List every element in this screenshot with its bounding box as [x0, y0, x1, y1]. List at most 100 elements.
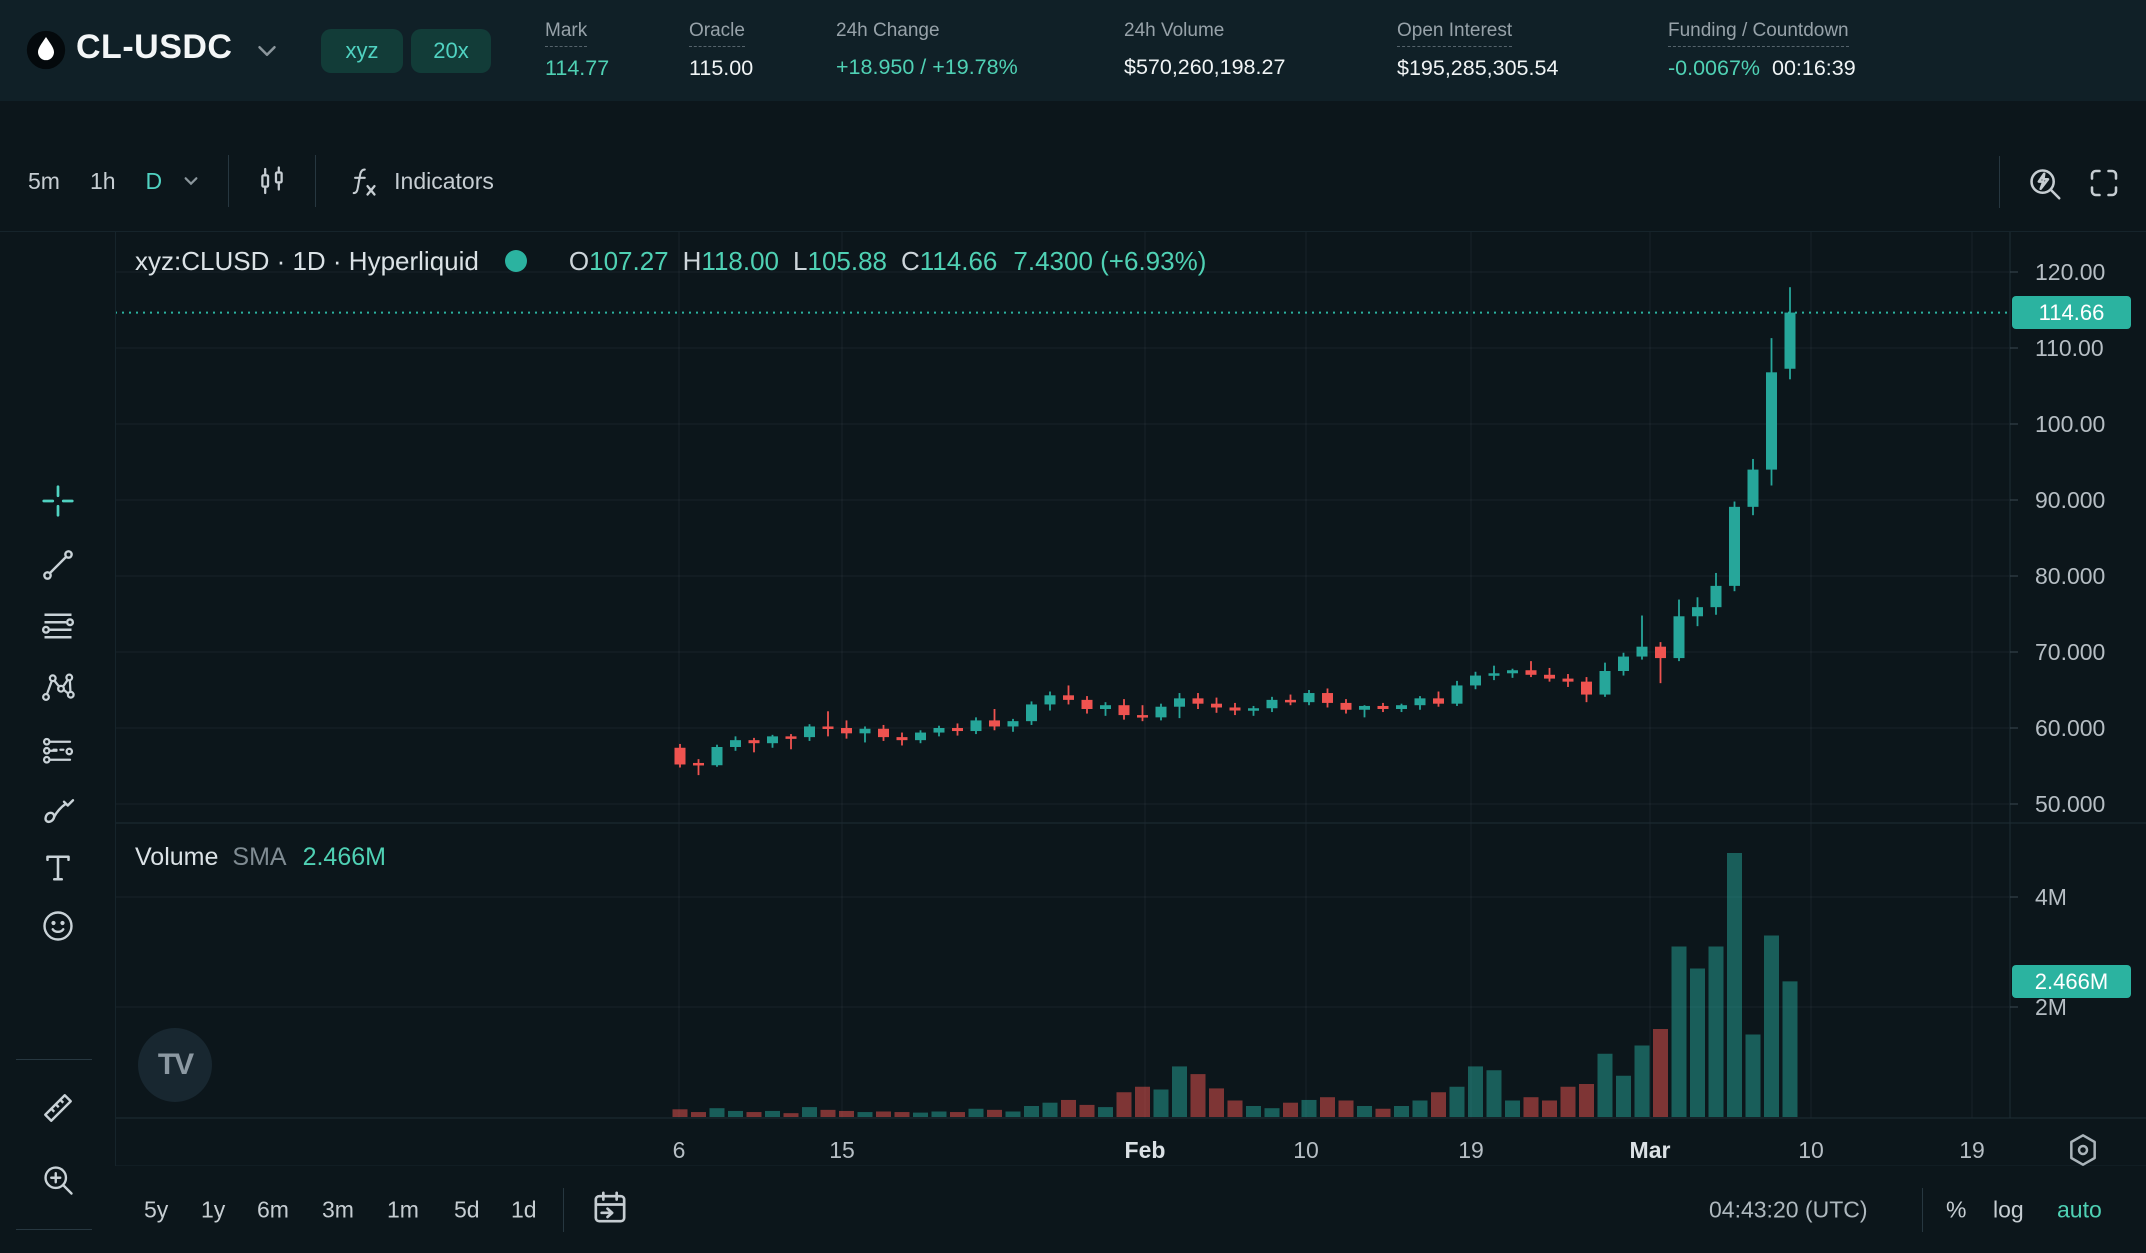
volume-legend[interactable]: Volume SMA 2.466M — [135, 843, 386, 872]
symbol-title[interactable]: xyz:CLUSD · 1D · Hyperliquid — [135, 246, 479, 276]
price-axis-label[interactable]: 80.000 — [2035, 563, 2105, 589]
volume-bar — [1671, 946, 1687, 1117]
crosshair-icon[interactable] — [40, 483, 76, 519]
candle-body — [1026, 704, 1037, 722]
candle-body — [1655, 646, 1666, 659]
candle-body — [1303, 693, 1315, 703]
leverage-badge[interactable]: 20x — [411, 29, 491, 73]
candle-body — [1192, 698, 1204, 704]
drawing-toolbar: ‹ — [0, 232, 116, 1253]
tradingview-logo[interactable]: TV — [138, 1028, 212, 1102]
stat-label[interactable]: Funding / Countdown — [1668, 20, 1849, 47]
toolbar-divider — [228, 155, 230, 207]
volume-title: Volume — [135, 843, 219, 871]
candle-body — [1784, 312, 1796, 369]
price-axis-label[interactable]: 50.000 — [2035, 791, 2105, 817]
settings-hexagon-icon[interactable] — [2063, 1130, 2103, 1170]
go-to-date-icon[interactable] — [590, 1187, 630, 1233]
bottom-divider — [1922, 1187, 1923, 1232]
candle-body — [1174, 698, 1185, 707]
candle-body — [1322, 693, 1333, 703]
sma-label: SMA — [232, 843, 287, 871]
price-axis-label[interactable]: 100.00 — [2035, 411, 2105, 437]
fx-indicators-icon[interactable] — [342, 164, 382, 198]
candle-body — [970, 720, 982, 732]
candle-body — [1044, 695, 1056, 705]
chevron-down-icon[interactable] — [252, 36, 282, 66]
stat-label[interactable]: Open Interest — [1397, 20, 1513, 47]
candle-body — [989, 720, 1000, 727]
volume-axis-label[interactable]: 4M — [2035, 884, 2067, 910]
range-1d[interactable]: 1d — [511, 1196, 537, 1222]
volume-bar — [1246, 1106, 1261, 1117]
app-header: CL-USDC xyz 20x Mark 114.77 Oracle 115.0… — [0, 0, 2146, 102]
brush-icon[interactable] — [40, 792, 76, 828]
time-axis-label[interactable]: 19 — [1458, 1137, 1484, 1163]
range-3m[interactable]: 3m — [322, 1196, 354, 1222]
candlestick-icon[interactable] — [255, 164, 289, 198]
trendline-icon[interactable] — [40, 547, 76, 583]
candle-body — [1359, 705, 1370, 710]
volume-axis-label[interactable]: 2M — [2035, 994, 2067, 1020]
candle-body — [1692, 607, 1703, 617]
fullscreen-icon[interactable] — [2086, 165, 2120, 199]
time-axis-label[interactable]: 6 — [673, 1137, 686, 1163]
time-axis-label[interactable]: Feb — [1125, 1137, 1166, 1163]
ruler-icon[interactable] — [40, 1090, 76, 1126]
range-5y[interactable]: 5y — [144, 1196, 169, 1222]
flash-search-icon[interactable] — [2026, 165, 2061, 200]
time-axis-label[interactable]: 10 — [1293, 1137, 1319, 1163]
timeframe-1h[interactable]: 1h — [89, 167, 116, 194]
ohlc-value: 107.27 — [589, 246, 669, 276]
projection-icon[interactable] — [40, 732, 76, 768]
time-axis-label[interactable]: 10 — [1798, 1137, 1824, 1163]
candle-body — [1710, 585, 1722, 608]
stat-label[interactable]: Mark — [545, 20, 588, 47]
candle-body — [804, 726, 815, 738]
ohlc-key: O — [568, 246, 590, 276]
chart-legend[interactable]: xyz:CLUSD · 1D · Hyperliquid O107.27 H118.… — [135, 246, 1206, 277]
candle-body — [767, 736, 778, 744]
emoji-icon[interactable] — [40, 908, 76, 944]
auto-scale-button[interactable]: auto — [2057, 1196, 2102, 1222]
clock[interactable]: 04:43:20 (UTC) — [1709, 1196, 1868, 1222]
dex-badge[interactable]: xyz — [321, 29, 403, 73]
fib-retracement-icon[interactable] — [40, 608, 76, 644]
price-axis-label[interactable]: 70.000 — [2035, 639, 2105, 665]
timeframe-chevron-down-icon[interactable] — [180, 164, 202, 198]
range-6m[interactable]: 6m — [257, 1196, 289, 1222]
timeframe-5m[interactable]: 5m — [28, 167, 60, 194]
candle-body — [952, 728, 963, 732]
price-axis-label[interactable]: 90.000 — [2035, 487, 2105, 513]
text-tool-icon[interactable] — [40, 850, 76, 886]
pair-title[interactable]: CL-USDC — [76, 28, 233, 66]
timeframe-1d[interactable]: D — [145, 167, 163, 194]
volume-bar — [876, 1111, 891, 1117]
price-axis-label[interactable]: 60.000 — [2035, 715, 2105, 741]
range-1y[interactable]: 1y — [201, 1196, 226, 1222]
volume-bar — [1616, 1075, 1631, 1117]
xabcd-pattern-icon[interactable] — [40, 670, 76, 706]
indicators-button[interactable]: Indicators — [394, 167, 494, 194]
price-axis-label[interactable]: 110.00 — [2035, 335, 2104, 361]
time-axis-label[interactable]: Mar — [1630, 1137, 1671, 1163]
droplet-logo — [26, 30, 66, 70]
range-1m[interactable]: 1m — [387, 1196, 419, 1222]
log-scale-button[interactable]: log — [1993, 1196, 2024, 1222]
candle-body — [1377, 705, 1389, 709]
candle-body — [1507, 670, 1518, 674]
stat-label[interactable]: Oracle — [689, 20, 745, 47]
range-5d[interactable]: 5d — [454, 1196, 480, 1222]
volume-bar — [672, 1109, 688, 1117]
time-axis-label[interactable]: 19 — [1959, 1137, 1985, 1163]
volume-bar — [1431, 1092, 1446, 1117]
price-axis-label[interactable]: 120.00 — [2035, 259, 2105, 285]
ohlc-key: H — [682, 246, 702, 276]
zoom-in-icon[interactable] — [40, 1162, 76, 1198]
volume-bar — [1782, 981, 1798, 1117]
percent-scale-button[interactable]: % — [1946, 1196, 1967, 1222]
time-axis-label[interactable]: 15 — [829, 1137, 855, 1163]
stat-mark: Mark 114.77 — [545, 20, 609, 81]
volume-bar — [857, 1112, 873, 1117]
